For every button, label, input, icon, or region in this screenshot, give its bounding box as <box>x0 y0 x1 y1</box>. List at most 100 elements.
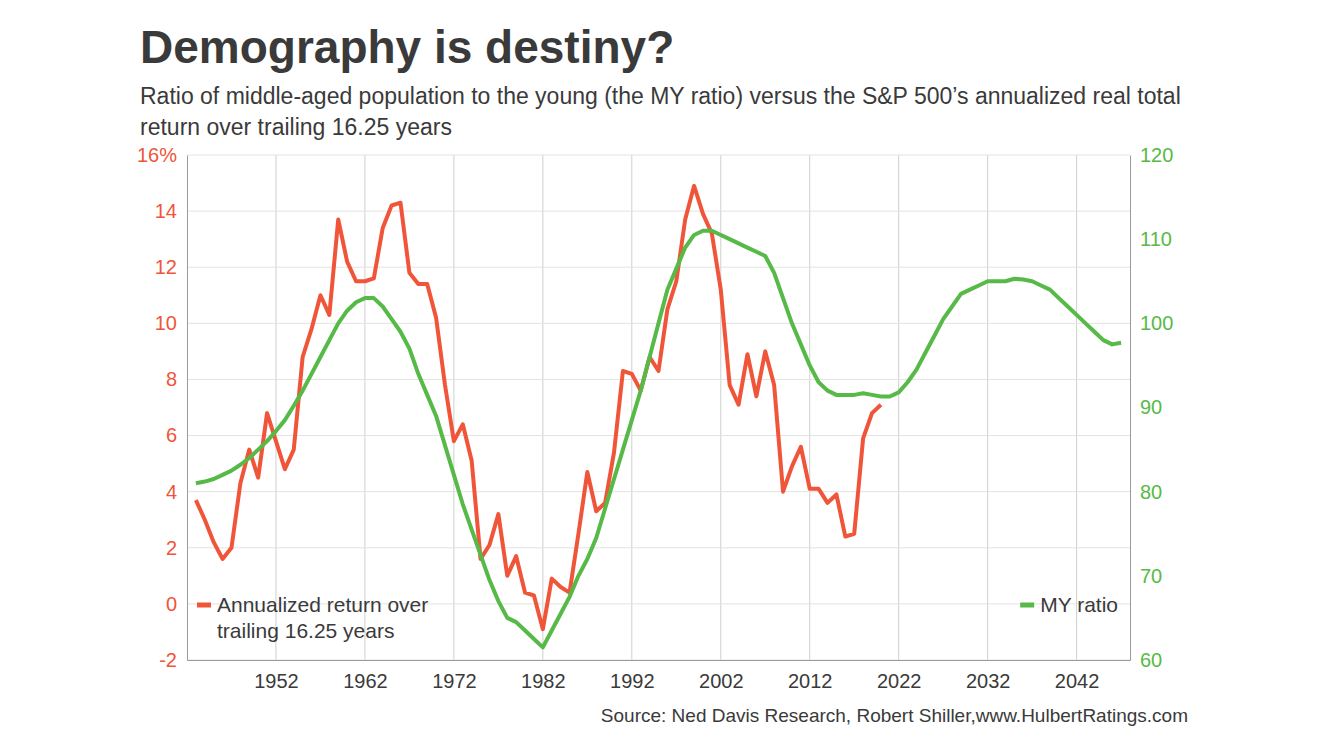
text-line: Annualized return over <box>217 593 428 616</box>
grid-line-x <box>631 155 632 660</box>
legend-label: Annualized return over trailing 16.25 yea… <box>217 593 428 642</box>
text-line: MY ratio <box>1040 593 1118 616</box>
tick: 80 <box>1130 481 1162 503</box>
tick-label: 6 <box>166 424 177 446</box>
plot: 1952196219721982199220022012202220322042… <box>137 144 1173 692</box>
legend-swatch <box>1020 603 1034 608</box>
tick-label: 4 <box>166 481 177 503</box>
tick-label: 100 <box>1140 312 1173 334</box>
grid-line-x <box>275 155 276 660</box>
tick-label: 1962 <box>343 670 388 692</box>
tick-label: 80 <box>1140 481 1162 503</box>
tick: 10 <box>155 312 187 334</box>
tick-label: 0 <box>166 593 177 615</box>
grid-line-y <box>187 267 1130 268</box>
legend-item: Annualized return over trailing 16.25 yea… <box>197 593 428 642</box>
tick-label: 8 <box>166 368 177 390</box>
text-line: return over trailing 16.25 years <box>140 114 452 140</box>
grid-line-x <box>987 155 988 660</box>
tick-label: 90 <box>1140 396 1162 418</box>
tick: 2002 <box>699 660 744 692</box>
text-line: Ratio of middle-aged population to the y… <box>140 83 1181 109</box>
axis-line <box>1130 156 1131 661</box>
tick-label: 1982 <box>521 670 566 692</box>
series-line <box>196 231 1121 648</box>
tick: 60 <box>1130 649 1162 671</box>
tick-label: 14 <box>155 200 177 222</box>
tick-label: 120 <box>1140 144 1173 166</box>
legend-swatch <box>197 603 211 608</box>
axis-line <box>187 156 188 661</box>
grid-line-x <box>1076 155 1077 660</box>
tick: 2042 <box>1055 660 1100 692</box>
tick: 2 <box>166 537 187 559</box>
tick-label: 1952 <box>254 670 299 692</box>
tick: 6 <box>166 424 187 446</box>
grid-line-y <box>187 491 1130 492</box>
tick-label: 12 <box>155 256 177 278</box>
series-line <box>196 186 881 629</box>
y-axis: -2 0 2 4 6 8 10 12 14 16% <box>137 144 188 671</box>
tick: -2 <box>159 649 187 671</box>
subtitle: Ratio of middle-aged population to the y… <box>140 83 1181 140</box>
tick-label: 1972 <box>432 670 477 692</box>
tick: 120 <box>1130 144 1173 166</box>
tick-label: 2032 <box>966 670 1011 692</box>
legend-label: MY ratio <box>1040 593 1118 616</box>
grid-line-x <box>898 155 899 660</box>
grid-line-y <box>187 435 1130 436</box>
tick-label: -2 <box>159 649 177 671</box>
tick: 1962 <box>343 660 388 692</box>
grid-line-x <box>720 155 721 660</box>
tick: 4 <box>166 481 187 503</box>
tick: 70 <box>1130 565 1162 587</box>
tick: 1972 <box>432 660 477 692</box>
tick: 1992 <box>610 660 655 692</box>
grid-line-y <box>187 155 1130 156</box>
chart-container: Demography is destiny? Ratio of middle-ag… <box>0 0 1320 742</box>
tick-label: 70 <box>1140 565 1162 587</box>
tick: 110 <box>1130 228 1172 250</box>
tick-label: 2002 <box>699 670 744 692</box>
tick-label: 16% <box>137 144 177 166</box>
tick-label: 2022 <box>877 670 922 692</box>
grid-line-x <box>453 155 454 660</box>
tick-label: 2042 <box>1055 670 1100 692</box>
grid-line-x <box>542 155 543 660</box>
source: Source: Ned Davis Research, Robert Shill… <box>601 705 1188 726</box>
grid-line-x <box>809 155 810 660</box>
tick: 2032 <box>966 660 1011 692</box>
title: Demography is destiny? <box>140 21 674 73</box>
tick: 100 <box>1130 312 1173 334</box>
y2-axis: 60 70 80 90 100 110 120 <box>1130 144 1173 671</box>
tick: 14 <box>155 200 187 222</box>
axis-line <box>188 660 1131 661</box>
tick: 2012 <box>788 660 833 692</box>
tick-label: 2 <box>166 537 177 559</box>
tick-label: 110 <box>1140 228 1172 250</box>
tick: 12 <box>155 256 187 278</box>
legend: Annualized return over trailing 16.25 yea… <box>197 593 1118 642</box>
tick-label: 60 <box>1140 649 1162 671</box>
grid-line-y <box>187 379 1130 380</box>
grid-line-y <box>187 660 1130 661</box>
x-axis: 1952 1962 1972 1982 1992 2002 2012 2022 2032 2042 <box>188 660 1131 692</box>
tick: 0 <box>166 593 187 615</box>
tick: 16% <box>137 144 187 166</box>
tick-label: 10 <box>155 312 177 334</box>
series-group <box>196 186 1121 648</box>
legend-item: MY ratio <box>1020 593 1118 616</box>
text-line: trailing 16.25 years <box>217 619 394 642</box>
tick: 90 <box>1130 396 1162 418</box>
tick: 2022 <box>877 660 922 692</box>
tick-label: 2012 <box>788 670 833 692</box>
tick: 1952 <box>254 660 299 692</box>
grid-line-x <box>364 155 365 660</box>
grid-line-y <box>187 211 1130 212</box>
grid <box>187 155 1130 660</box>
tick-label: 1992 <box>610 670 655 692</box>
tick: 1982 <box>521 660 566 692</box>
chart-svg: Demography is destiny? Ratio of middle-ag… <box>0 0 1320 742</box>
grid-line-y <box>187 547 1130 548</box>
tick: 8 <box>166 368 187 390</box>
